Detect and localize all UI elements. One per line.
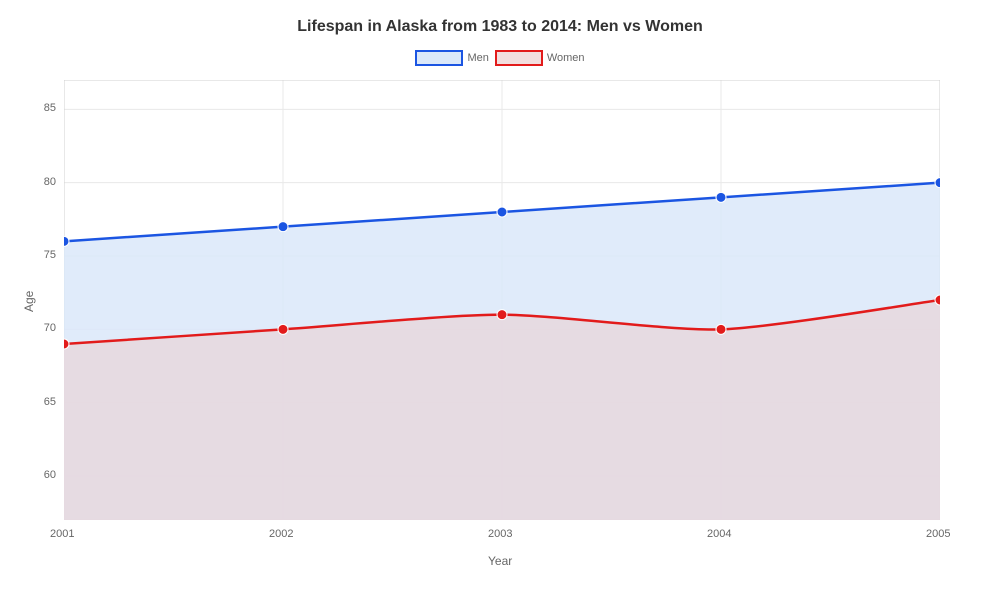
legend-item-men[interactable]: Men xyxy=(415,50,488,66)
x-tick-label: 2001 xyxy=(50,528,74,540)
legend: Men Women xyxy=(0,50,1000,66)
plot-area xyxy=(64,80,940,520)
y-tick-label: 75 xyxy=(44,249,56,261)
x-tick-label: 2004 xyxy=(707,528,731,540)
marker-women[interactable] xyxy=(497,310,507,320)
legend-item-women[interactable]: Women xyxy=(495,50,585,66)
x-tick-label: 2003 xyxy=(488,528,512,540)
y-tick-label: 60 xyxy=(44,469,56,481)
legend-label-women: Women xyxy=(547,52,585,64)
y-tick-label: 80 xyxy=(44,176,56,188)
marker-men[interactable] xyxy=(497,207,507,217)
marker-women[interactable] xyxy=(716,324,726,334)
y-tick-label: 65 xyxy=(44,396,56,408)
chart-title: Lifespan in Alaska from 1983 to 2014: Me… xyxy=(0,0,1000,36)
legend-swatch-women xyxy=(495,50,543,66)
marker-women[interactable] xyxy=(278,324,288,334)
legend-swatch-men xyxy=(415,50,463,66)
chart-container: Lifespan in Alaska from 1983 to 2014: Me… xyxy=(0,0,1000,600)
plot-svg xyxy=(64,80,940,520)
marker-men[interactable] xyxy=(716,192,726,202)
x-tick-label: 2005 xyxy=(926,528,950,540)
y-tick-label: 70 xyxy=(44,322,56,334)
y-tick-label: 85 xyxy=(44,102,56,114)
legend-label-men: Men xyxy=(467,52,488,64)
marker-men[interactable] xyxy=(278,222,288,232)
x-tick-label: 2002 xyxy=(269,528,293,540)
x-axis-label: Year xyxy=(488,554,512,568)
y-axis-label: Age xyxy=(22,291,36,312)
